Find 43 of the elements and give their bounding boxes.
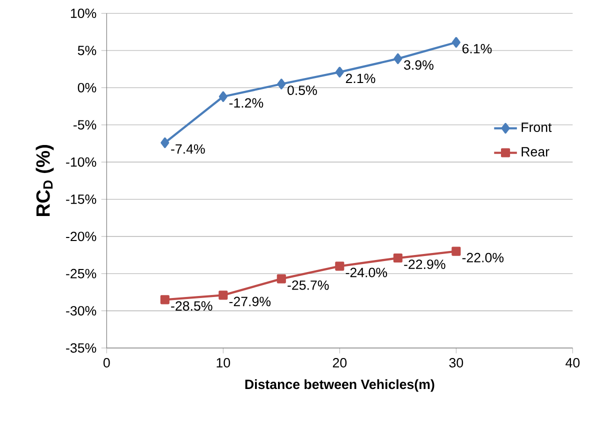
data-label: -28.5%	[171, 301, 212, 311]
point	[218, 91, 228, 102]
data-label: 3.9%	[404, 60, 434, 70]
point	[452, 246, 461, 256]
point	[160, 137, 170, 148]
x-axis-title: Distance between Vehicles(m)	[245, 379, 434, 392]
point	[452, 37, 460, 48]
legend-label: Rear	[522, 147, 550, 156]
x-tick-label: 10	[216, 358, 230, 368]
data-label: 6.1%	[462, 44, 492, 54]
point	[393, 253, 402, 263]
y-tick-label: -10%	[66, 157, 96, 167]
y-tick-label: 5%	[78, 46, 96, 56]
point	[218, 290, 228, 300]
y-tick-label: -35%	[66, 343, 96, 353]
x-tick-label: 40	[566, 358, 580, 368]
point	[335, 66, 344, 78]
y-tick-label: -25%	[66, 268, 96, 278]
y-axis-title: RC$_{D}$ (%)	[36, 145, 54, 216]
data-label: -24.0%	[346, 268, 388, 278]
x-tick-label: 30	[449, 358, 464, 368]
data-label: -22.9%	[404, 260, 446, 270]
x-tick-label: 0	[103, 358, 110, 368]
y-tick-label: -15%	[66, 194, 96, 204]
y-tick-label: -30%	[66, 306, 96, 316]
y-tick-label: -20%	[66, 232, 96, 242]
data-label: -1.2%	[229, 98, 264, 108]
legend-label: Front	[522, 122, 552, 132]
data-label: 2.1%	[346, 74, 376, 84]
data-label: -22.0%	[462, 252, 504, 262]
point	[160, 295, 170, 304]
point	[277, 78, 286, 90]
y-tick-label: 10%	[70, 8, 96, 18]
point	[276, 274, 286, 284]
y-tick-label: 0%	[78, 82, 96, 92]
data-label: -7.4%	[171, 144, 205, 154]
data-label: -27.9%	[229, 296, 271, 306]
y-tick-label: -5%	[73, 120, 96, 130]
data-label: -25.7%	[288, 280, 329, 290]
x-tick-label: 20	[332, 358, 347, 368]
data-label: 0.5%	[288, 86, 317, 96]
point	[335, 262, 344, 271]
point	[394, 53, 402, 64]
